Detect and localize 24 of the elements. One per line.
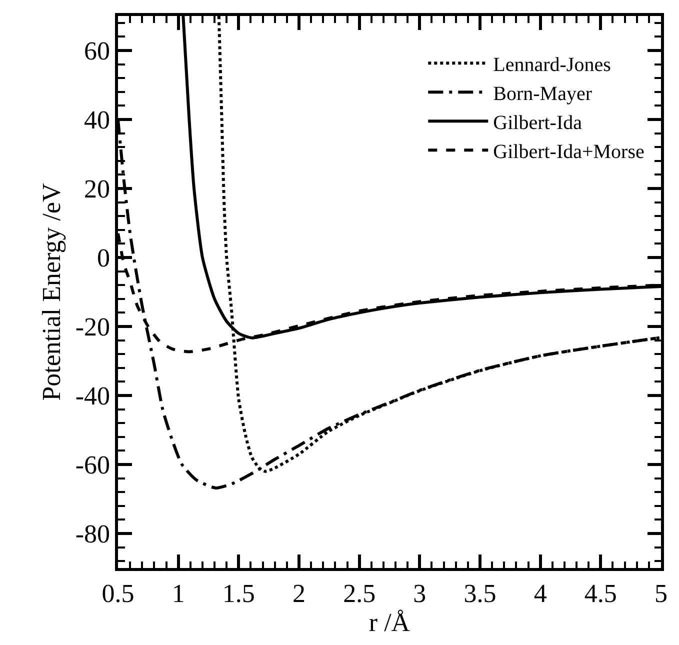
y-tick-label: -60: [75, 450, 110, 480]
x-tick-label: 5: [654, 578, 668, 608]
legend-label: Gilbert-Ida: [493, 112, 582, 134]
x-tick-label: 3: [413, 578, 426, 608]
y-tick-label: 60: [84, 36, 110, 66]
x-tick-label: 2: [292, 578, 306, 608]
x-tick-label: 1: [172, 578, 185, 608]
x-tick-label: 4.5: [584, 578, 617, 608]
y-axis-title: Potential Energy /eV: [36, 182, 66, 401]
y-tick-label: -80: [75, 520, 110, 549]
x-tick-label: 1.5: [222, 578, 255, 608]
x-tick-label: 2.5: [343, 578, 376, 608]
x-tick-label: 0.5: [102, 578, 134, 608]
legend-label: Gilbert-Ida+Morse: [493, 140, 644, 163]
y-tick-label: 0: [97, 244, 110, 273]
legend-label: Born-Mayer: [493, 82, 592, 105]
y-tick-label: 40: [84, 106, 110, 135]
x-tick-label: 3.5: [464, 578, 496, 608]
x-tick-label: 4: [534, 578, 547, 608]
y-tick-label: 20: [84, 174, 110, 204]
legend-label: Lennard-Jones: [493, 54, 612, 76]
y-tick-label: -40: [75, 382, 110, 411]
y-tick-label: -20: [75, 312, 110, 342]
x-axis-title: r /Å: [368, 608, 410, 637]
